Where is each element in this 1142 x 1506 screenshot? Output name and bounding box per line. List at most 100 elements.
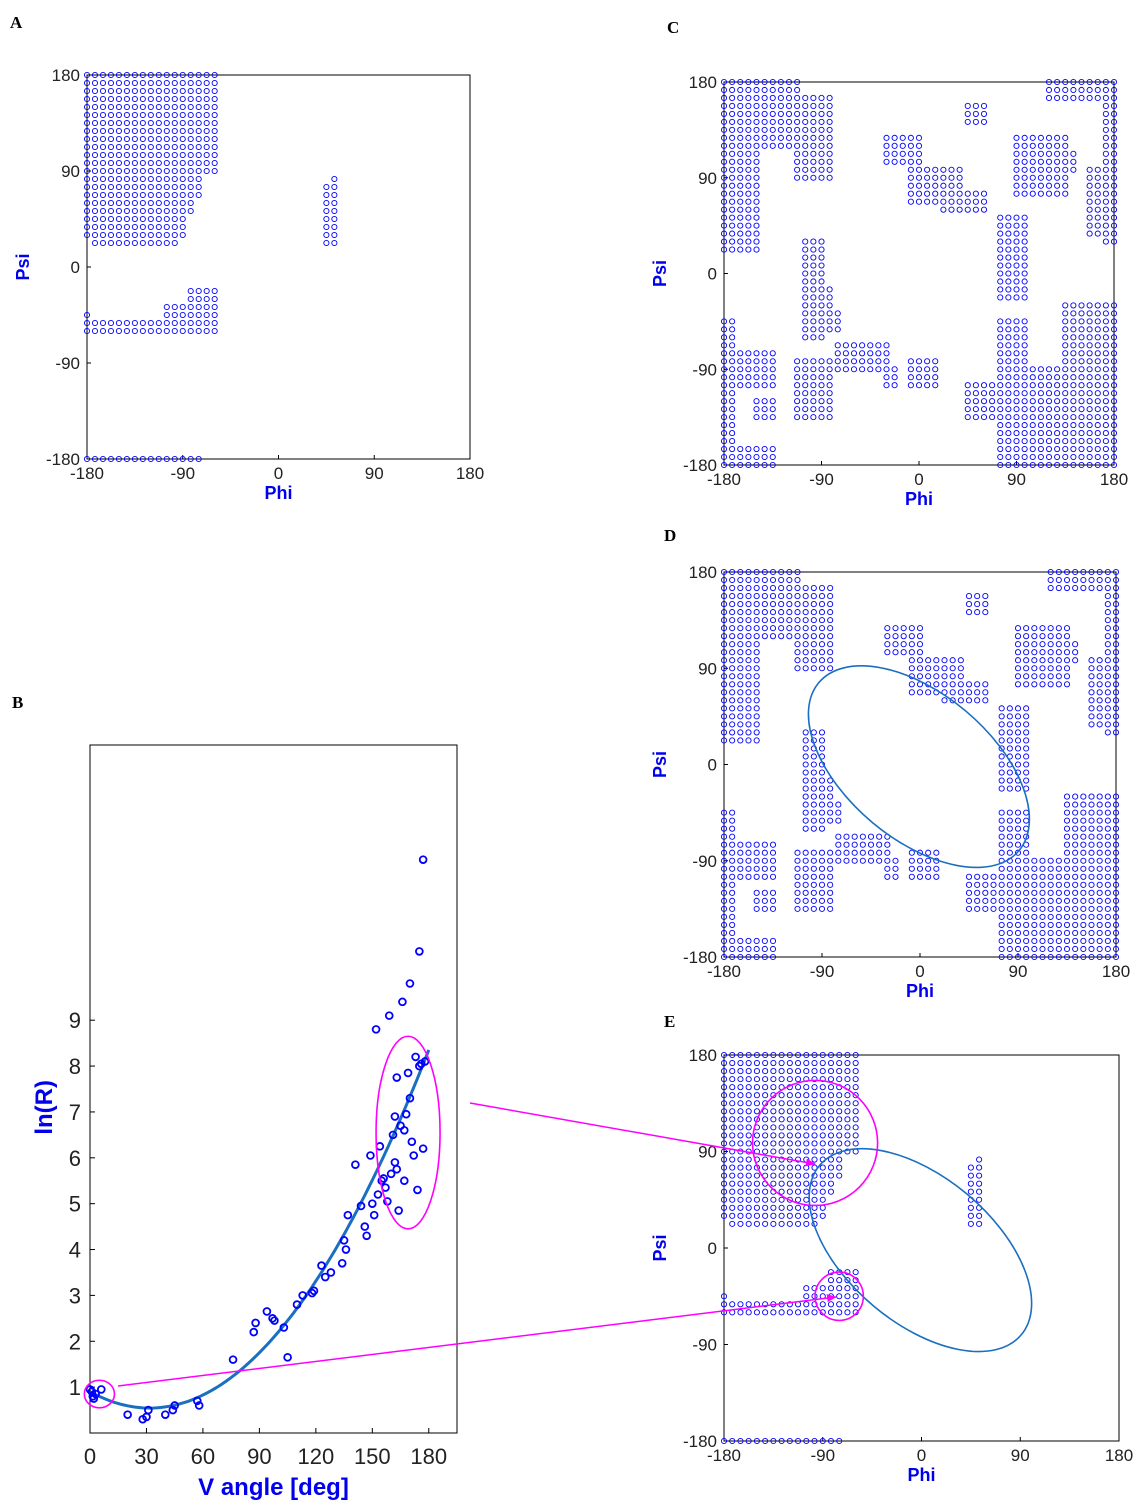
data-point	[1110, 238, 1118, 245]
data-point	[989, 406, 996, 413]
data-point	[1070, 366, 1077, 373]
data-point	[884, 649, 891, 656]
data-point	[171, 303, 178, 311]
data-point	[745, 94, 752, 102]
data-point	[1063, 937, 1071, 945]
data-point	[1031, 905, 1038, 912]
data-point	[720, 809, 728, 816]
data-point	[1023, 953, 1030, 961]
data-point	[163, 231, 170, 239]
data-point	[1086, 198, 1093, 205]
data-point	[1062, 142, 1069, 149]
data-point	[1102, 86, 1109, 94]
data-point	[794, 382, 801, 389]
data-point	[195, 311, 202, 319]
data-point	[1047, 584, 1054, 592]
data-point	[836, 1172, 843, 1179]
data-point	[818, 881, 826, 888]
data-point	[1063, 625, 1071, 632]
data-point	[778, 1132, 785, 1139]
data-point	[997, 374, 1004, 381]
data-point	[203, 135, 210, 143]
data-point	[753, 102, 760, 109]
data-point	[1086, 310, 1093, 317]
data-point	[778, 1116, 785, 1123]
data-point	[1070, 382, 1077, 389]
data-point	[827, 1188, 835, 1195]
data-point	[753, 1437, 760, 1445]
data-point	[203, 319, 210, 327]
data-point	[998, 825, 1005, 832]
data-point	[1021, 422, 1028, 429]
data-point	[794, 374, 801, 381]
data-point	[91, 191, 99, 199]
data-point	[1063, 873, 1071, 880]
data-point	[802, 374, 809, 381]
data-point	[753, 222, 760, 229]
data-point	[1013, 150, 1020, 157]
data-point	[195, 455, 202, 463]
data-point	[737, 673, 744, 680]
data-point	[720, 453, 728, 461]
data-point	[1086, 414, 1093, 421]
data-point	[745, 1124, 752, 1131]
data-point	[107, 135, 114, 143]
data-point	[941, 697, 948, 704]
data-point	[982, 689, 989, 696]
data-point	[187, 103, 194, 111]
data-point	[770, 1108, 777, 1115]
data-point	[737, 1124, 744, 1131]
data-point	[802, 174, 809, 181]
data-point	[1080, 929, 1087, 936]
data-point	[1013, 430, 1020, 437]
data-point	[195, 87, 202, 95]
data-point	[1110, 158, 1118, 165]
data-point	[794, 150, 801, 157]
data-point	[187, 207, 194, 215]
data-point	[1072, 817, 1079, 824]
data-point	[770, 1084, 777, 1091]
data-point	[778, 1051, 785, 1059]
data-point	[1110, 102, 1118, 109]
data-point	[826, 390, 833, 397]
data-point	[802, 270, 809, 277]
highlight-ellipse	[83, 1379, 116, 1409]
data-point	[1037, 453, 1044, 461]
data-point	[163, 319, 170, 327]
data-point	[99, 239, 107, 247]
data-point	[1023, 737, 1030, 744]
data-point	[794, 406, 801, 413]
data-point	[729, 118, 736, 125]
data-point	[168, 1405, 178, 1415]
data-point	[1104, 857, 1111, 864]
data-point	[99, 327, 107, 335]
data-point	[1013, 238, 1020, 245]
data-point	[795, 1124, 802, 1131]
data-point	[794, 118, 801, 125]
data-point	[163, 167, 170, 175]
data-point	[972, 118, 979, 125]
data-point	[819, 1140, 826, 1147]
data-point	[1102, 238, 1109, 245]
data-point	[836, 1116, 843, 1123]
data-point	[883, 342, 890, 349]
data-point	[1080, 905, 1087, 912]
data-point	[737, 158, 744, 165]
data-point	[753, 350, 760, 357]
data-point	[1088, 801, 1095, 808]
data-point	[916, 633, 924, 640]
data-point	[1031, 897, 1038, 904]
data-point	[778, 1220, 785, 1227]
data-point	[982, 881, 989, 888]
data-point	[107, 159, 114, 167]
data-point	[1013, 230, 1020, 237]
data-point	[1112, 576, 1120, 584]
data-point	[753, 358, 760, 365]
data-point	[982, 889, 989, 896]
data-point	[965, 593, 973, 600]
data-point	[83, 111, 91, 119]
data-point	[91, 71, 99, 79]
data-point	[933, 665, 940, 672]
data-point	[1088, 945, 1095, 953]
data-point	[1072, 568, 1079, 576]
